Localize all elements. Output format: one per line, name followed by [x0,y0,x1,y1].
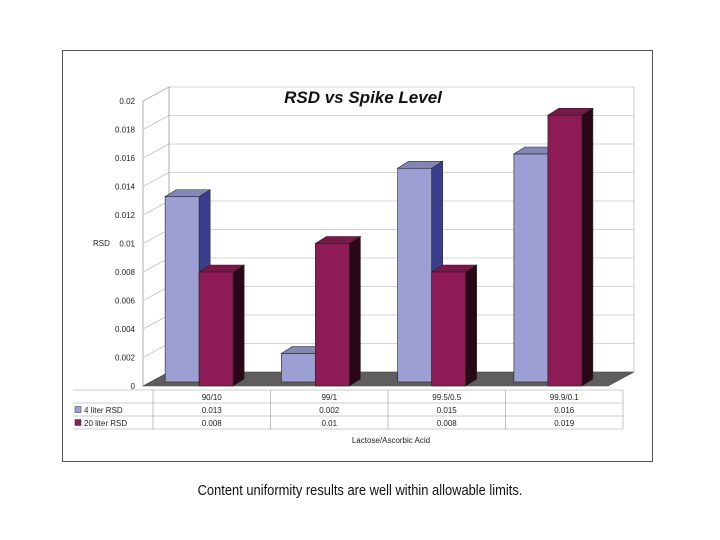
legend-swatch [74,419,82,426]
y-tick-label: 0.002 [115,354,136,363]
bar-side [232,264,245,387]
bar-4-liter [397,167,432,383]
bar-20-liter [431,271,466,387]
gridline-side [142,343,170,358]
x-axis-label: Lactose/Ascorbic Acid [352,436,430,445]
category-label: 90/10 [202,393,223,402]
gridline-side [142,229,170,244]
bar-side [349,235,361,387]
bar-4-liter [281,353,316,383]
gridline-side [142,200,170,216]
y-tick-label: 0.01 [119,240,135,249]
data-label: 0.019 [554,419,575,428]
data-label: 0.016 [554,406,575,415]
gridline-side [142,286,170,301]
category-label: 99.9/0.1 [550,393,579,402]
bar-side [581,107,594,387]
data-label: 0.015 [437,406,458,415]
data-label: 0.01 [321,419,337,428]
gridline-side [142,86,170,102]
category-label: 99/1 [321,393,337,402]
y-tick-label: 0.006 [115,297,136,306]
bar-20-liter [198,271,234,387]
y-axis-label: RSD [93,239,110,248]
chart-title: RSD vs Spike Level [284,88,443,107]
y-tick-label: 0.016 [115,154,136,163]
bar-4-liter [164,196,200,383]
gridline-side [142,115,170,130]
bar-side [465,264,477,387]
legend-swatch [74,406,82,413]
gridline-side [142,172,170,187]
y-tick-label: 0.018 [115,126,136,135]
bar-20-liter [315,243,350,387]
y-tick-label: 0.004 [115,325,136,334]
gridline-side [142,314,170,330]
y-tick-label: 0.02 [119,97,135,106]
legend-label: 4 liter RSD [84,406,123,415]
gridline-side [142,257,170,273]
y-tick-label: 0 [131,382,136,391]
chart-caption: Content uniformity results are well with… [197,482,523,499]
chart-frame: RSD vs Spike Level RSD 0 0.002 0.004 0.006 0… [62,50,653,462]
rsd-chart: RSD vs Spike Level RSD 0 0.002 0.004 0.006 0… [73,86,635,445]
data-label: 0.002 [319,406,340,415]
data-label: 0.008 [437,419,458,428]
category-label: 99.5/0.5 [432,393,461,402]
data-label: 0.013 [202,406,223,415]
bar-4-liter [513,153,549,383]
legend-label: 20 liter RSD [84,419,127,428]
gridline-side [142,143,170,159]
y-tick-label: 0.014 [115,183,136,192]
data-label: 0.008 [202,419,223,428]
bar-20-liter [547,114,583,387]
y-tick-label: 0.012 [115,211,136,220]
y-tick-label: 0.008 [115,268,136,277]
